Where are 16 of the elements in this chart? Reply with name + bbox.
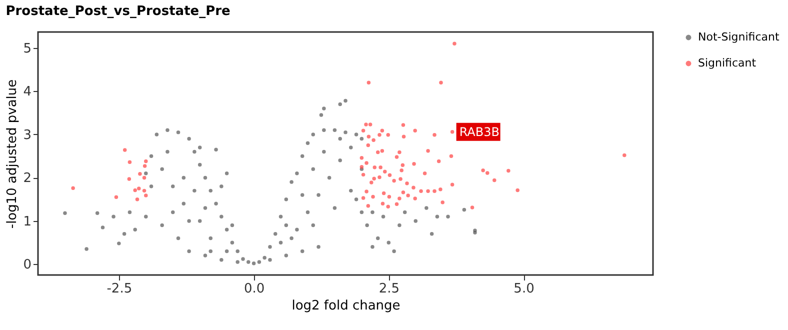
y-tick-label: 0: [23, 258, 32, 273]
y-tick-label: 4: [23, 84, 32, 100]
annotation: RAB3B: [459, 124, 500, 139]
y-tick-label: 1: [23, 214, 32, 230]
y-tick-label: 5: [23, 42, 32, 56]
y-tick-label: 3: [23, 128, 32, 143]
y-axis-title: -log10 adjusted pvalue: [5, 79, 20, 229]
x-tick-label: 5.0: [514, 282, 534, 296]
x-tick-label: 0.0: [244, 282, 265, 296]
legend-label: Not-Significant: [698, 30, 780, 44]
x-tick-label: 2.5: [378, 282, 400, 296]
x-axis-title: log2 fold change: [292, 298, 400, 314]
y-tick-label: 2: [23, 171, 32, 186]
x-tick-label: -2.5: [106, 282, 132, 296]
chart-title: Prostate_Post_vs_Prostate_Pre: [6, 4, 231, 19]
legend-label: Significant: [698, 56, 757, 70]
